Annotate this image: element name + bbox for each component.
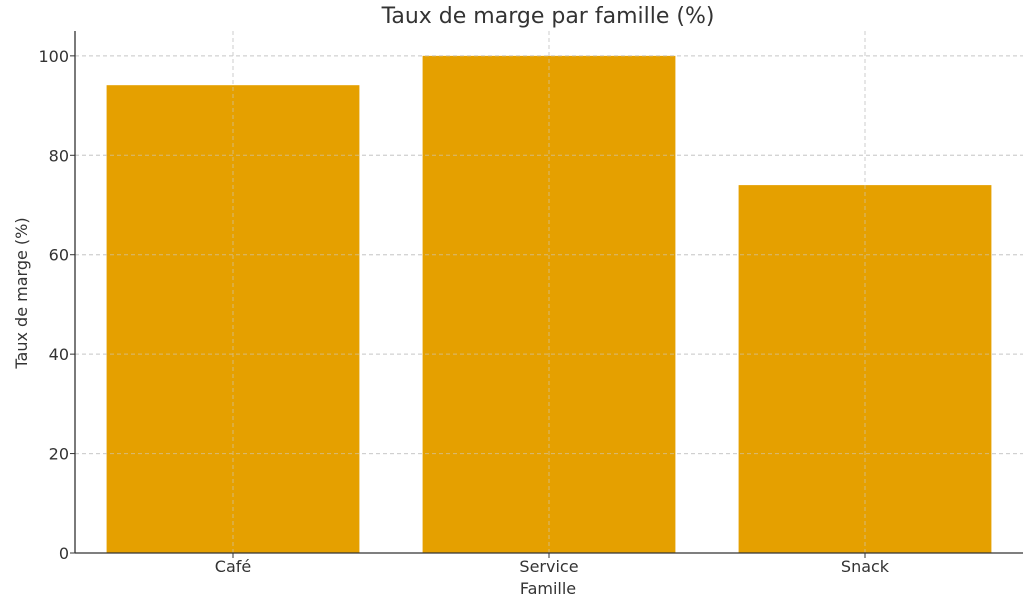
y-ticks: 0 20 40 60 80 100: [38, 47, 75, 563]
y-tick-label: 80: [49, 146, 69, 165]
y-tick-label: 40: [49, 345, 69, 364]
y-tick-label: 20: [49, 445, 69, 464]
x-ticks: Café Service Snack: [215, 553, 890, 576]
chart-title: Taux de marge par famille (%): [381, 4, 715, 29]
x-tick-label: Café: [215, 557, 251, 576]
x-tick-label: Snack: [841, 557, 890, 576]
y-tick-label: 0: [59, 544, 69, 563]
x-tick-label: Service: [519, 557, 578, 576]
y-tick-label: 100: [38, 47, 69, 66]
x-axis-label: Famille: [520, 579, 576, 596]
y-tick-label: 60: [49, 246, 69, 265]
grid-overlay: [75, 31, 1023, 554]
y-axis-label: Taux de marge (%): [12, 217, 31, 369]
